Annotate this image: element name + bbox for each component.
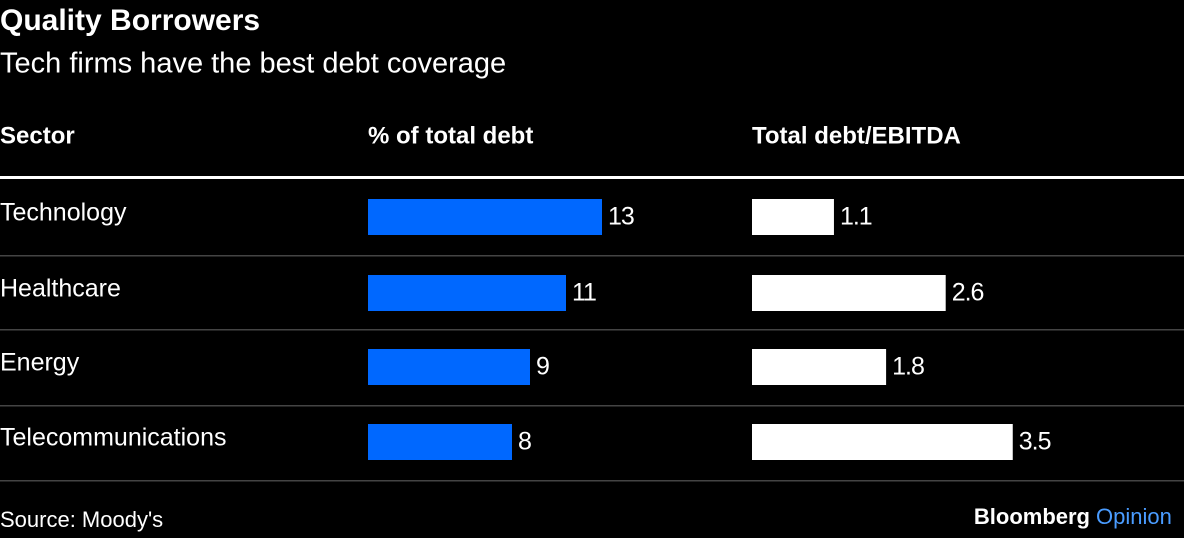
- row-separator: [0, 480, 1184, 482]
- bar: [752, 199, 834, 235]
- chart-subtitle: Tech firms have the best debt coverage: [0, 48, 506, 80]
- column-header: Sector: [0, 122, 75, 149]
- bar: [368, 349, 530, 385]
- value-label: 1.1: [840, 203, 872, 231]
- category-label: Healthcare: [0, 275, 121, 303]
- bar: [752, 424, 1013, 460]
- value-label: 13: [608, 203, 634, 231]
- bar: [752, 275, 946, 311]
- bar: [752, 349, 887, 385]
- row-separator: [0, 255, 1184, 257]
- bar: [368, 199, 602, 235]
- category-label: Telecommunications: [0, 424, 227, 452]
- value-label: 2.6: [952, 279, 984, 307]
- chart-title: Quality Borrowers: [0, 4, 260, 37]
- value-label: 1.8: [892, 353, 924, 381]
- brand: Bloomberg: [974, 504, 1090, 529]
- bar: [368, 424, 512, 460]
- header-rule: [0, 176, 1184, 179]
- column-header: % of total debt: [368, 122, 533, 149]
- column-header: Total debt/EBITDA: [752, 122, 961, 149]
- row-separator: [0, 329, 1184, 331]
- value-label: 3.5: [1019, 428, 1051, 456]
- category-label: Energy: [0, 349, 80, 377]
- value-label: 9: [536, 353, 549, 381]
- value-label: 8: [518, 428, 531, 456]
- bar: [368, 275, 566, 311]
- brand-suffix: Opinion: [1096, 504, 1172, 529]
- row-separator: [0, 405, 1184, 407]
- source: Source: Moody's: [0, 507, 163, 532]
- category-label: Technology: [0, 199, 127, 227]
- value-label: 11: [572, 279, 596, 307]
